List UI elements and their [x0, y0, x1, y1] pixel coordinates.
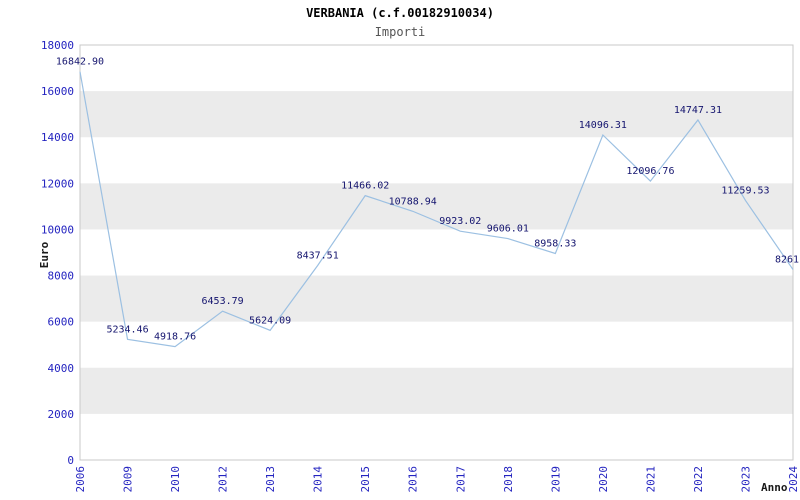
- x-tick-label: 2009: [122, 466, 135, 493]
- data-point-label: 9923.02: [439, 216, 481, 227]
- data-point-label: 4918.76: [154, 332, 196, 343]
- x-tick-label: 2022: [692, 466, 705, 493]
- y-tick-label: 2000: [48, 408, 75, 421]
- grid-band: [80, 275, 793, 322]
- y-tick-label: 14000: [41, 131, 74, 144]
- x-tick-label: 2023: [739, 466, 752, 493]
- y-tick-label: 0: [67, 454, 74, 467]
- x-tick-label: 2016: [407, 466, 420, 493]
- data-point-label: 11466.02: [341, 181, 389, 192]
- x-tick-label: 2006: [74, 466, 87, 493]
- y-tick-label: 4000: [48, 362, 75, 375]
- data-point-label: 12096.76: [626, 166, 674, 177]
- y-tick-label: 6000: [48, 316, 75, 329]
- data-point-label: 5624.09: [249, 315, 291, 326]
- x-tick-label: 2010: [169, 466, 182, 493]
- data-point-label: 9606.01: [487, 224, 529, 235]
- chart-subtitle: Importi: [374, 25, 426, 39]
- data-point-label: 16842.90: [56, 57, 104, 68]
- x-tick-label: 2013: [264, 466, 277, 493]
- plot-border: [79, 44, 794, 461]
- y-tick-label: 8000: [48, 270, 75, 283]
- grid-band: [80, 91, 793, 138]
- data-point-label: 10788.94: [389, 196, 437, 207]
- data-point-label: 14096.31: [579, 120, 627, 131]
- chart-title: VERBANIA (c.f.00182910034): [306, 6, 494, 20]
- grid-band: [80, 367, 793, 414]
- x-tick-label: 2020: [597, 466, 610, 493]
- x-axis-label: Anno: [761, 481, 788, 494]
- data-point-label: 5234.46: [106, 324, 148, 335]
- data-point-label: 8958.33: [534, 238, 576, 249]
- x-tick-label: 2014: [312, 466, 325, 493]
- y-tick-label: 18000: [41, 39, 74, 52]
- y-tick-label: 16000: [41, 85, 74, 98]
- x-tick-label: 2017: [454, 466, 467, 493]
- data-point-label: 6453.79: [202, 296, 244, 307]
- data-line: [79, 71, 794, 348]
- data-point-label: 8437.51: [297, 250, 339, 261]
- x-tick-label: 2024: [787, 466, 800, 493]
- data-point-label: 11259.53: [721, 185, 769, 196]
- y-axis-label: Euro: [38, 241, 51, 268]
- x-tick-label: 2019: [549, 466, 562, 493]
- x-tick-label: 2015: [359, 466, 372, 493]
- x-tick-label: 2021: [644, 466, 657, 493]
- x-tick-label: 2012: [217, 466, 230, 493]
- y-tick-label: 10000: [41, 223, 74, 236]
- data-point-label: 8261.1: [775, 255, 800, 266]
- data-point-label: 14747.31: [674, 105, 722, 116]
- y-tick-label: 12000: [41, 177, 74, 190]
- x-tick-label: 2018: [502, 466, 515, 493]
